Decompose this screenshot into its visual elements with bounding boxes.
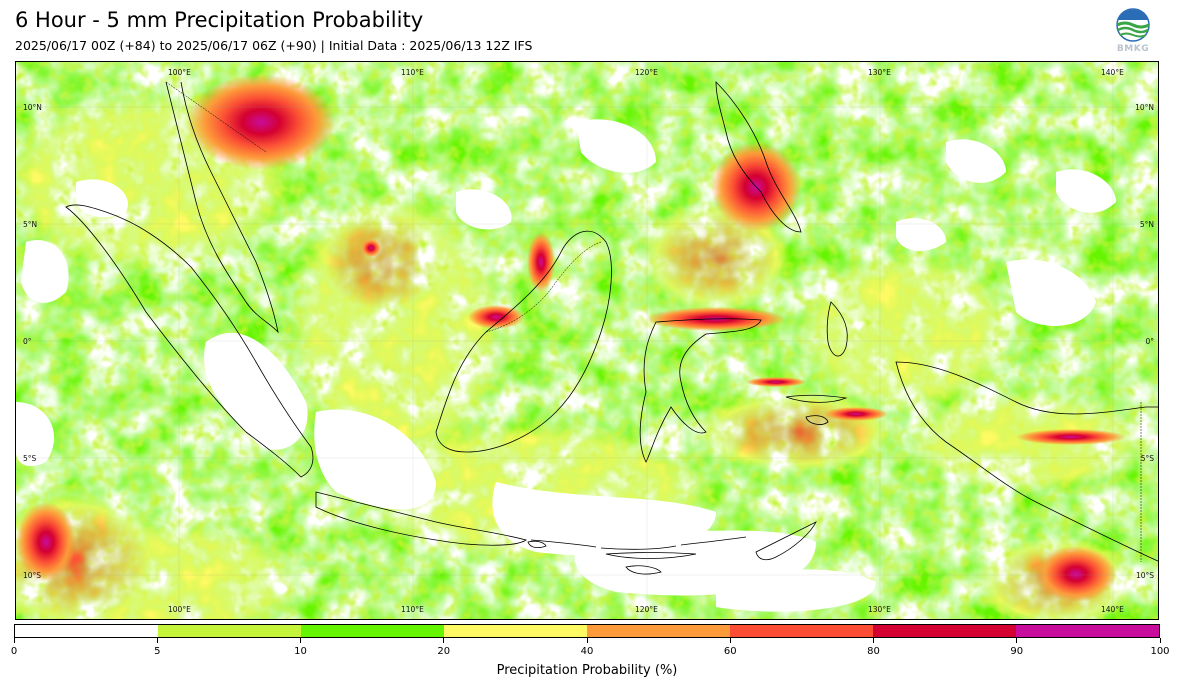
map-subtitle: 2025/06/17 00Z (+84) to 2025/06/17 06Z (… <box>15 38 533 53</box>
colorbar-title: Precipitation Probability (%) <box>496 663 678 678</box>
lat-label-left-10s: 10°S <box>23 571 42 580</box>
logo-text: BMKG <box>1116 44 1150 54</box>
colorbar-segment-0 <box>15 625 158 637</box>
sumba-coast <box>625 565 662 575</box>
colorbar-segment-3 <box>444 625 587 637</box>
lat-label-left-0: 0° <box>23 337 32 346</box>
colorbar-tick <box>1159 638 1161 643</box>
colorbar-segment-7 <box>1016 625 1159 637</box>
colorbar-tick-label: 80 <box>867 646 880 657</box>
lon-label-top-130: 130°E <box>868 68 891 77</box>
low-probability-areas <box>16 119 1116 612</box>
flores-coast <box>605 552 697 559</box>
map-title: 6 Hour - 5 mm Precipitation Probability <box>15 8 424 32</box>
colorbar-tick-label: 20 <box>437 646 451 657</box>
colorbar-segment-4 <box>587 625 730 637</box>
colorbar-segment-2 <box>301 625 444 637</box>
colorbar <box>14 624 1160 638</box>
timor-coast <box>755 521 817 561</box>
lat-label-right-10s: 10°S <box>1135 571 1154 580</box>
colorbar-tick-label: 0 <box>10 646 18 657</box>
lon-label-bottom-130: 130°E <box>868 605 891 614</box>
colorbar-tick-label: 60 <box>723 646 737 657</box>
map-canvas <box>16 62 1158 619</box>
sumatra-coast <box>65 204 314 478</box>
lon-label-bottom-120: 120°E <box>635 605 658 614</box>
philippines-coast <box>715 81 802 233</box>
high-probability-cores <box>16 74 1126 602</box>
colorbar-tick-label: 5 <box>154 646 161 657</box>
borders <box>165 81 1142 562</box>
colorbar-tick <box>729 638 731 643</box>
lat-label-right-5n: 5°N <box>1139 220 1154 229</box>
colorbar-tick-label: 40 <box>580 646 594 657</box>
lat-label-left-10n: 10°N <box>23 103 42 112</box>
lat-label-right-10n: 10°N <box>1135 103 1154 112</box>
lat-label-left-5n: 5°N <box>23 220 38 229</box>
colorbar-tick <box>156 638 158 643</box>
lon-label-bottom-140: 140°E <box>1101 605 1124 614</box>
colorbar-tick-label: 10 <box>294 646 307 657</box>
colorbar-tick <box>13 638 15 643</box>
seram-coast <box>785 394 848 403</box>
lon-label-bottom-110: 110°E <box>401 605 424 614</box>
java-coast <box>315 491 527 546</box>
colorbar-tick <box>300 638 301 643</box>
buru-coast <box>805 415 829 425</box>
lat-label-right-5s: 5°S <box>1140 454 1154 463</box>
colorbar-tick <box>1016 638 1018 643</box>
malay-peninsula-coast <box>165 81 279 334</box>
lat-label-left-5s: 5°S <box>23 454 37 463</box>
colorbar-segment-1 <box>158 625 301 637</box>
lon-label-bottom-100: 100°E <box>168 605 191 614</box>
bali-lombok-coast <box>527 540 547 549</box>
lon-label-top-100: 100°E <box>168 68 191 77</box>
new-guinea-coast <box>895 361 1158 562</box>
colorbar-tick <box>443 638 445 643</box>
lesser-sunda-coast <box>530 536 747 550</box>
lon-label-top-110: 110°E <box>401 68 424 77</box>
lon-label-top-140: 140°E <box>1101 68 1124 77</box>
sulawesi-coast <box>639 318 762 463</box>
bmkg-logo-icon <box>1112 8 1154 58</box>
lat-label-right-0: 0° <box>1145 337 1154 346</box>
colorbar-segment-6 <box>873 625 1016 637</box>
colorbar-tick-label: 100 <box>1150 646 1170 657</box>
colorbar-tick <box>586 638 588 643</box>
lon-label-top-120: 120°E <box>635 68 658 77</box>
colorbar-tick <box>873 638 874 643</box>
colorbar-segment-5 <box>730 625 873 637</box>
colorbar-tick-label: 90 <box>1010 646 1024 657</box>
gridlines <box>16 62 1158 619</box>
precipitation-map[interactable]: 100°E 110°E 120°E 130°E 140°E 100°E 110°… <box>15 61 1159 620</box>
halmahera-coast <box>826 301 848 357</box>
